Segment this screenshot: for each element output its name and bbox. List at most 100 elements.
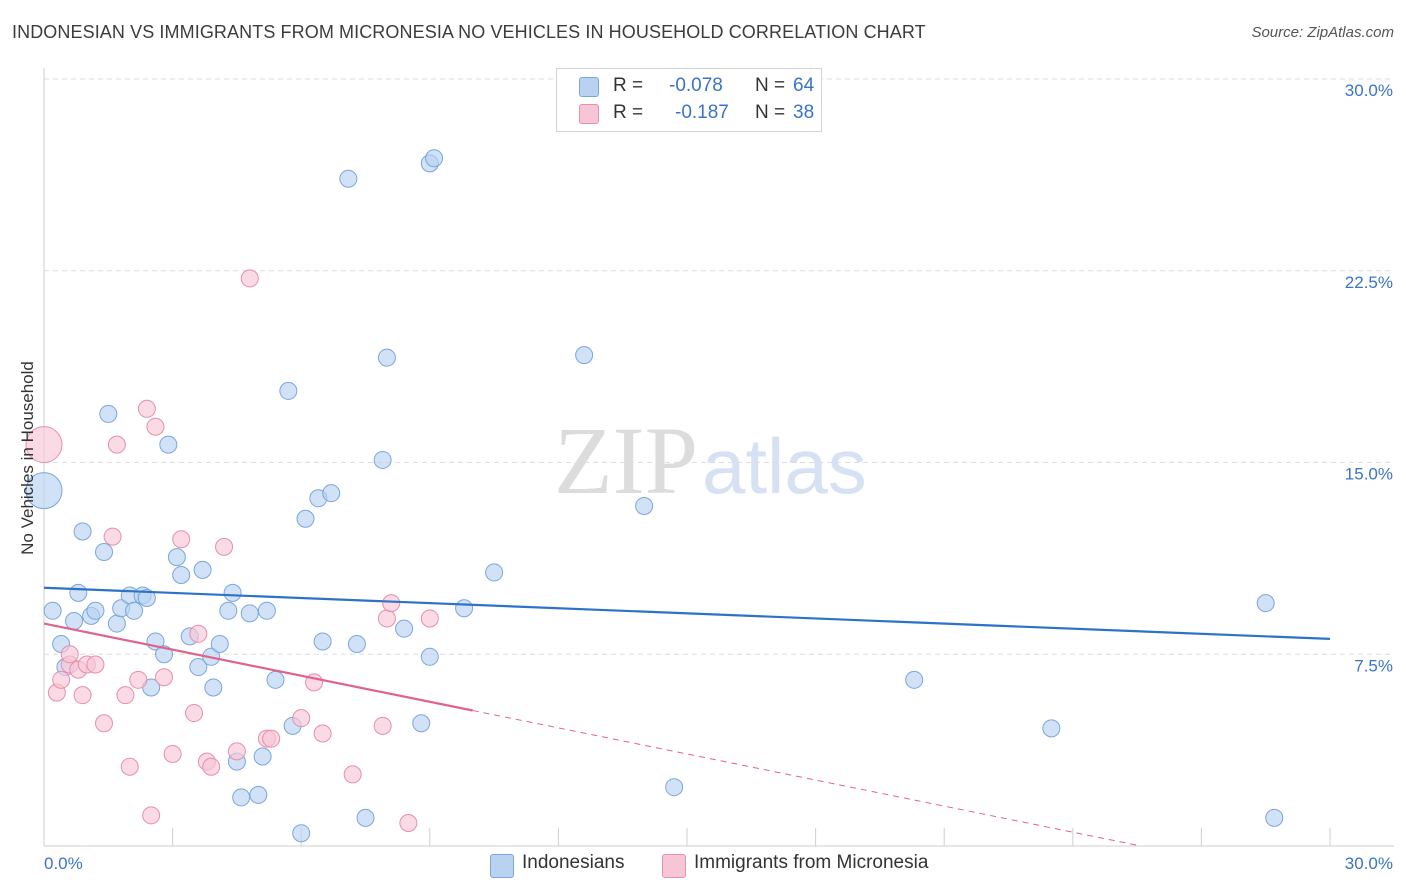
micronesia-point — [137, 399, 156, 418]
blue-swatch — [579, 77, 599, 97]
indonesian-point — [167, 548, 186, 567]
indonesian-point — [1042, 719, 1061, 738]
micronesia-point — [95, 714, 114, 733]
micronesia-point — [116, 686, 135, 705]
indonesian-point — [95, 542, 114, 561]
micronesia-point — [129, 670, 148, 689]
stats-box: R = -0.078 N = 64 R = -0.187 N = 38 — [556, 68, 822, 132]
indonesian-point — [395, 619, 414, 638]
r-label: R = — [613, 102, 644, 123]
micronesia-point — [343, 765, 362, 784]
micronesia-point — [420, 609, 439, 628]
watermark-zip: ZIP — [554, 407, 698, 514]
indonesian-point — [665, 778, 684, 797]
micronesia-point — [172, 530, 191, 549]
micronesia-point — [373, 716, 392, 735]
micronesia-point — [262, 729, 281, 748]
indonesian-point — [193, 560, 212, 579]
indonesian-point — [412, 714, 431, 733]
micronesia-point — [292, 709, 311, 728]
micronesia-point — [377, 609, 396, 628]
micronesia-point — [142, 806, 161, 825]
micronesia-point — [215, 537, 234, 556]
micronesia-point — [120, 757, 139, 776]
micronesia-trendline-extension — [472, 710, 1141, 847]
r-label: R = — [613, 75, 644, 96]
watermark: ZIPatlas — [554, 405, 867, 516]
indonesian-point — [266, 670, 285, 689]
indonesian-point — [223, 583, 242, 602]
indonesian-trendline — [43, 586, 1331, 641]
n-label: N = — [755, 75, 786, 96]
indonesian-point — [232, 788, 251, 807]
indonesian-point — [635, 496, 654, 515]
indonesian-point — [279, 381, 298, 400]
indonesian-point — [253, 747, 272, 766]
indonesian-point — [296, 509, 315, 528]
indonesian-point — [240, 604, 259, 623]
micronesia-point — [163, 744, 182, 763]
y-tick-label: 7.5% — [1354, 656, 1393, 675]
n-label: N = — [755, 102, 786, 123]
indonesian-point — [1265, 808, 1284, 827]
indonesian-point — [107, 614, 126, 633]
r-value: -0.187 — [675, 102, 729, 123]
legend-swatch-pink — [662, 854, 686, 878]
chart-title: INDONESIAN VS IMMIGRANTS FROM MICRONESIA… — [12, 22, 926, 42]
indonesian-point — [322, 484, 341, 503]
micronesia-point — [313, 724, 332, 743]
y-axis-label: No Vehicles in Household — [18, 361, 37, 555]
indonesian-point — [905, 670, 924, 689]
source-credit: Source: ZipAtlas.com — [1251, 24, 1394, 41]
indonesian-point — [373, 450, 392, 469]
legend-label: Immigrants from Micronesia — [694, 852, 929, 873]
indonesian-point — [356, 808, 375, 827]
indonesian-point — [125, 601, 144, 620]
indonesian-point — [204, 678, 223, 697]
indonesian-point — [485, 563, 504, 582]
micronesia-point — [73, 686, 92, 705]
micronesia-point — [107, 435, 126, 454]
micronesia-point — [202, 757, 221, 776]
legend-swatch-blue — [490, 854, 514, 878]
indonesian-point — [86, 601, 105, 620]
indonesian-point — [159, 435, 178, 454]
micronesia-point — [382, 594, 401, 613]
indonesian-point — [172, 565, 191, 584]
micronesia-point — [185, 704, 204, 723]
indonesian-point — [292, 824, 311, 843]
micronesia-point — [103, 527, 122, 546]
micronesia-point — [25, 426, 63, 464]
indonesian-point — [25, 472, 63, 510]
indonesian-point — [1256, 594, 1275, 613]
indonesian-point — [420, 647, 439, 666]
x-tick-label: 30.0% — [1345, 854, 1393, 873]
indonesian-point — [137, 589, 156, 608]
indonesian-point — [43, 601, 62, 620]
indonesian-point — [219, 601, 238, 620]
indonesian-point — [189, 658, 208, 677]
indonesian-point — [155, 645, 174, 664]
indonesian-point — [210, 635, 229, 654]
indonesian-point — [257, 601, 276, 620]
indonesian-point — [377, 348, 396, 367]
micronesia-point — [86, 655, 105, 674]
indonesian-point — [99, 404, 118, 423]
micronesia-point — [146, 417, 165, 436]
r-value: -0.078 — [669, 75, 723, 96]
y-tick-label: 30.0% — [1345, 81, 1393, 100]
indonesian-point — [249, 785, 268, 804]
micronesia-point — [52, 670, 71, 689]
indonesian-point — [339, 169, 358, 188]
indonesian-point — [425, 149, 444, 168]
watermark-atlas: atlas — [702, 422, 867, 510]
indonesian-point — [347, 635, 366, 654]
pink-swatch — [579, 104, 599, 124]
indonesian-point — [455, 599, 474, 618]
y-tick-label: 15.0% — [1345, 465, 1393, 484]
indonesian-point — [69, 583, 88, 602]
micronesia-point — [227, 742, 246, 761]
micronesia-trendline — [43, 622, 473, 712]
indonesian-point — [313, 632, 332, 651]
